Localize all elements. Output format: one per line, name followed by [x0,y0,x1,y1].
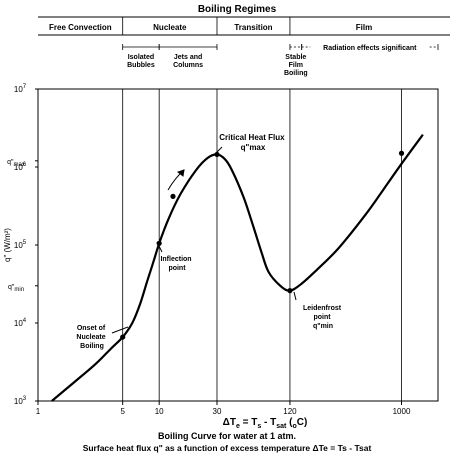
regime-labels: Free Convection Nucleate Transition Film [49,17,372,35]
curve-marker-2 [170,193,176,199]
sub-regime-label-2: Stable Film Boiling [284,54,308,77]
chf-leader [215,146,223,154]
x-tick-label-5: 5 [120,407,125,416]
axis-ticks: 1 5 10 30 120 1000 103 104 105 106 107 q"max q"min [7,84,411,416]
curve-marker-3 [214,151,220,158]
x-tick-label-1: 1 [36,407,41,416]
y-tick-label-1e5: 105 [14,240,27,250]
data-series [51,133,424,402]
y-tick-label-1e6: 106 [14,162,27,172]
y-side-label-max: q"max [7,159,25,168]
onset-label: Onset of Nucleate Boiling [76,325,107,350]
sub-regime-label-1: Jets and Columns [173,54,203,69]
regime-divider-lines [122,89,402,401]
curve-marker-0 [120,334,126,340]
y-tick-label-1e4: 104 [14,318,27,328]
regime-label-0: Free Convection [49,23,112,32]
x-tick-label-120: 120 [283,407,297,416]
sub-regime-label-0: Isolated Bubbles [127,54,155,69]
sub-regime-label-bg-3 [310,42,430,52]
x-tick-label-1000: 1000 [393,407,411,416]
regime-label-1: Nucleate [153,23,187,32]
caption-line-1: Boiling Curve for water at 1 atm. [158,431,296,441]
boiling-curve-line [51,133,424,402]
leidenfrost-leader [293,291,297,301]
x-tick-label-30: 30 [213,407,222,416]
sub-regime-labels: Isolated Bubbles Jets and Columns Stable Film… [122,42,439,77]
x-axis-title: ΔTe = Ts - Tsat (oC) [223,417,308,430]
y-tick-label-1e3: 103 [14,396,27,406]
flow-arrow-head [176,169,185,177]
leidenfrost-label: Leidenfrost point q"min [303,305,343,330]
onset-leader [111,326,129,334]
sub-regime-label-3: Radiation effects significant [323,45,417,52]
curve-marker-4 [287,288,293,294]
curve-marker-5 [398,150,405,156]
regime-label-2: Transition [234,23,272,32]
chf-label: Critical Heat Flux q"max [219,133,287,152]
regime-label-3: Film [356,23,372,32]
inflection-leader [156,241,163,253]
inflection-label: Inflection point [160,256,193,272]
y-tick-label-1e7: 107 [14,84,27,94]
chart-title: Boiling Regimes [198,4,277,15]
annotation-arrows [111,146,297,334]
caption-line-2: Surface heat flux q" as a function of ex… [83,443,372,453]
curve-markers [120,150,405,340]
y-side-label-min: q"min [8,284,24,293]
x-tick-label-10: 10 [155,407,164,416]
y-axis-title: q" (W/m²) [3,228,12,262]
